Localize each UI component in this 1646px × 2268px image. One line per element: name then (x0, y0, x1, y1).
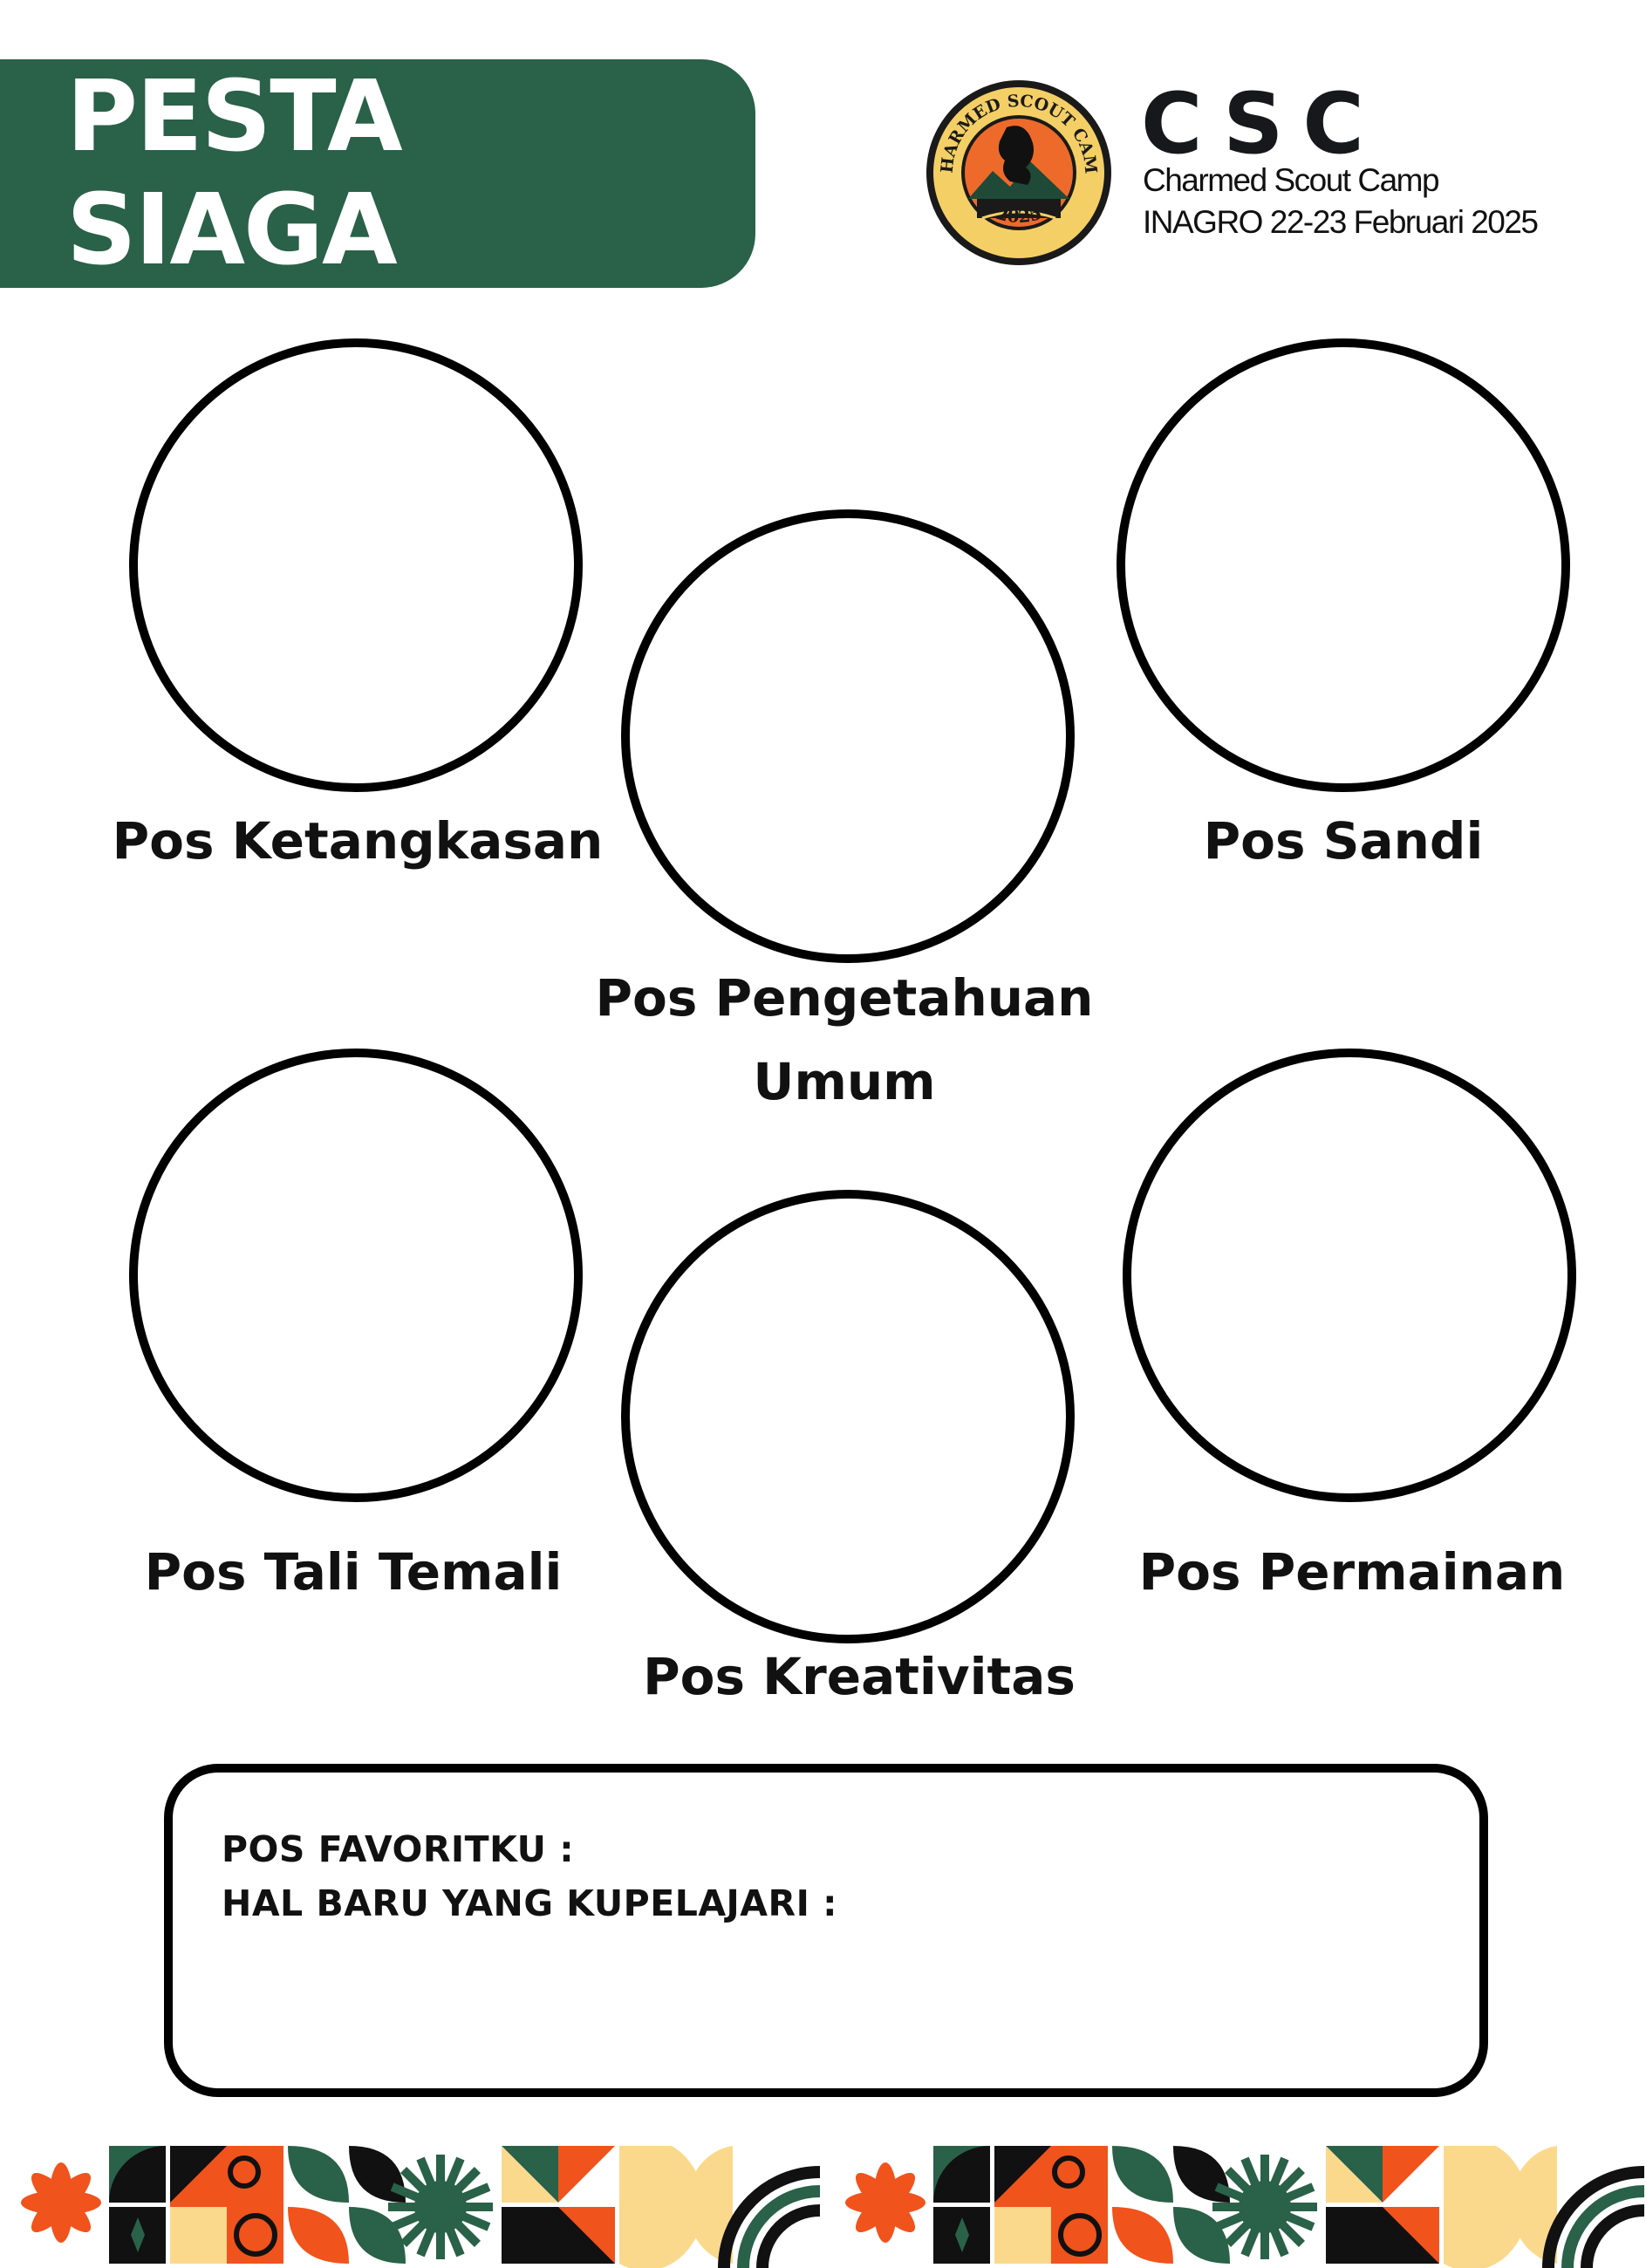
label-pengetahuan-line1: Pos Pengetahuan (595, 968, 1094, 1028)
decorative-footer-pattern (21, 2146, 1645, 2268)
stamp-circle-ketangkasan (129, 338, 583, 792)
brand-subtitle: Charmed Scout Camp (1143, 162, 1440, 198)
label-pengetahuan-line2: Umum (753, 1052, 936, 1111)
stamp-circle-tali-temali (129, 1049, 583, 1502)
brand-event-date: INAGRO 22-23 Februari 2025 (1143, 204, 1539, 240)
learned-label: HAL BARU YANG KUPELAJARI : (222, 1882, 838, 1924)
stamp-circle-permainan (1123, 1049, 1576, 1502)
favorite-station-label: POS FAVORITKU : (222, 1828, 575, 1870)
stamp-circle-pengetahuan (621, 509, 1075, 963)
notes-box: POS FAVORITKU : HAL BARU YANG KUPELAJARI… (164, 1764, 1488, 2097)
title-banner: PESTA SIAGA (0, 59, 755, 288)
label-kreativitas: Pos Kreativitas (643, 1647, 1076, 1706)
stamp-circle-sandi (1117, 338, 1570, 792)
label-sandi: Pos Sandi (1203, 811, 1484, 871)
brand-name: CSC (1141, 75, 1383, 173)
label-permainan: Pos Permainan (1138, 1542, 1566, 1602)
page-title: PESTA SIAGA (66, 60, 403, 287)
label-tali-temali: Pos Tali Temali (144, 1542, 563, 1602)
stamp-circle-kreativitas (621, 1190, 1075, 1643)
label-ketangkasan: Pos Ketangkasan (112, 811, 604, 871)
scout-camp-logo: CHARMED SCOUT CAMP 2025 (923, 77, 1111, 265)
